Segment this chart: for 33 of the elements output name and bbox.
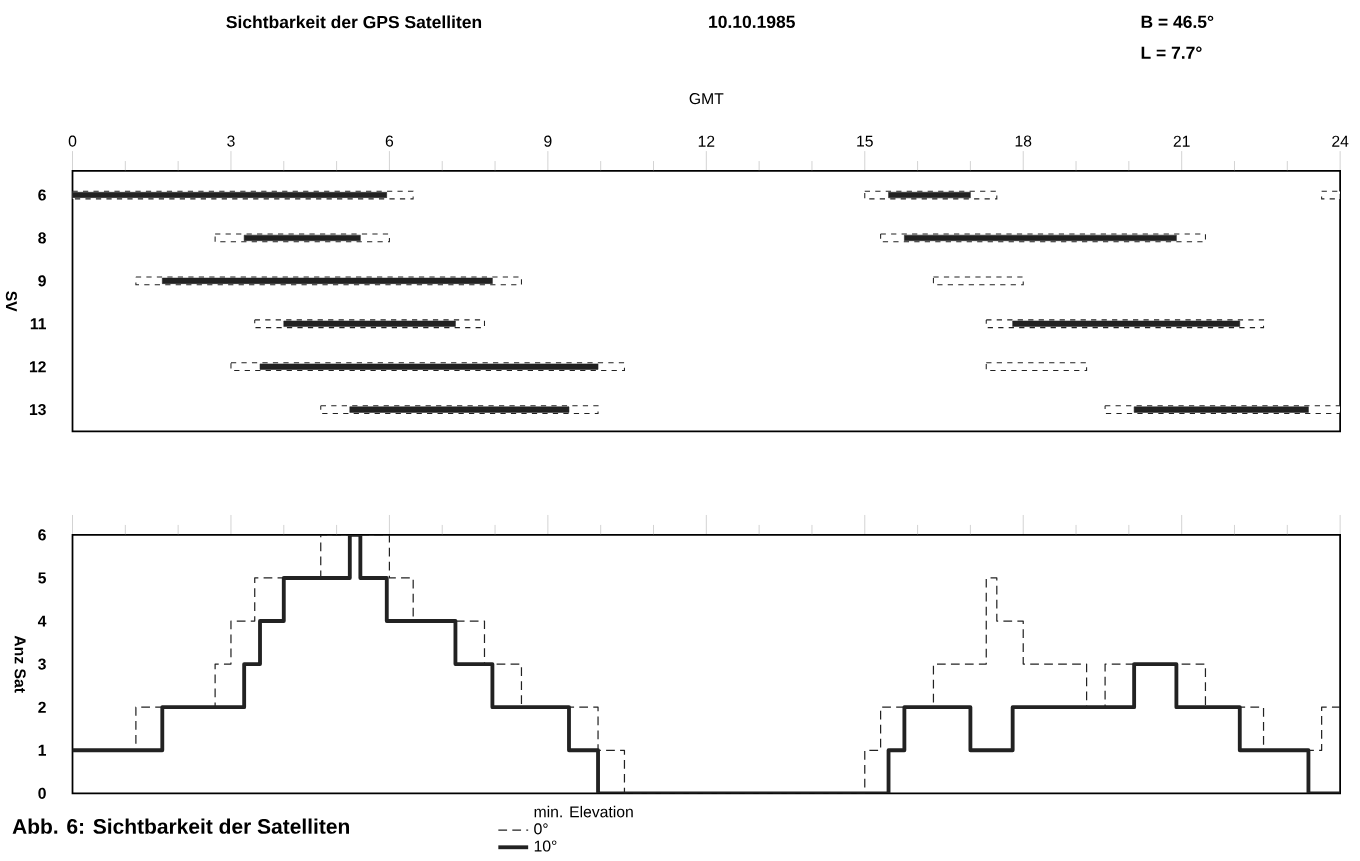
legend-label: 10° <box>534 840 557 852</box>
x-tick-label: 12 <box>698 135 715 147</box>
x-tick-label: 3 <box>227 135 235 147</box>
x-tick-label: 18 <box>1015 135 1032 147</box>
x-tick-label: 15 <box>857 135 873 147</box>
legend-title: min. Elevation <box>534 805 633 818</box>
text: B = 46.5° <box>1141 15 1214 28</box>
y-tick-label: 2 <box>38 701 46 713</box>
y-tick-label: 0 <box>38 787 46 799</box>
y-tick-label: 3 <box>38 658 46 670</box>
x-tick-label: 21 <box>1173 135 1190 147</box>
x-tick-label: 0 <box>68 135 77 147</box>
legend-label: 0° <box>534 823 548 835</box>
y-tick-label: 4 <box>37 615 47 627</box>
y-axis-title: Anz Sat <box>14 635 26 693</box>
chart-title: Sichtbarkeit der GPS Satelliten <box>226 15 482 29</box>
y-tick-label: 11 <box>30 318 47 330</box>
y-tick-label: 6 <box>38 189 46 201</box>
y-tick-label: 6 <box>38 529 46 541</box>
x-tick-label: 9 <box>544 135 552 147</box>
y-tick-label: 8 <box>38 232 46 244</box>
x-tick-label: 6 <box>385 135 394 147</box>
x-axis-title: GMT <box>689 93 724 105</box>
caption: Abb. 6: Sichtbarkeit der Satelliten <box>12 818 349 834</box>
y-tick-label: 13 <box>29 403 46 416</box>
y-tick-label: 1 <box>38 744 47 756</box>
y-tick-label: 5 <box>38 572 47 584</box>
chart-subtitle: 10.10.1985 <box>709 15 795 28</box>
y-axis-title: SV <box>5 291 17 312</box>
x-tick-label: 24 <box>1332 135 1349 147</box>
y-tick-label: 9 <box>38 275 46 287</box>
text: L = 7.7° <box>1141 46 1202 59</box>
y-tick-label: 12 <box>29 361 46 373</box>
